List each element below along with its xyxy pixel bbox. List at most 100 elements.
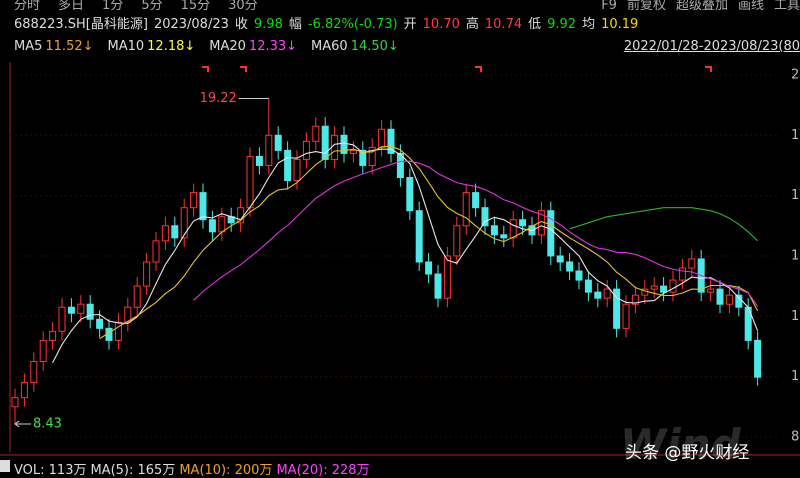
candle-body — [39, 339, 47, 363]
legend-value: 12.33↓ — [248, 39, 298, 54]
legend-name: MA60 — [311, 39, 348, 54]
candle-body — [171, 225, 179, 239]
candle-body — [490, 225, 498, 236]
candle-body — [152, 240, 160, 263]
menu-item: 多日 — [58, 0, 85, 13]
quote-field: 10.19 — [601, 17, 639, 32]
legend-name: MA20 — [209, 39, 246, 54]
candle-body — [754, 339, 762, 378]
candle-body — [359, 149, 367, 166]
y-tick-label: 1 — [791, 248, 799, 263]
menu-item: 工具 — [773, 0, 800, 13]
candle-body — [556, 255, 564, 263]
candle-body — [566, 261, 574, 272]
quote-field: 688223.SH[晶科能源] — [14, 17, 148, 32]
candle-body — [30, 361, 38, 384]
candle-body — [349, 149, 357, 154]
candle-body — [575, 270, 583, 281]
y-tick-label: 2 — [791, 67, 799, 82]
candle-body — [584, 279, 592, 293]
candle-body — [650, 285, 658, 290]
menu-item: 1分 — [102, 0, 124, 13]
candle-body — [678, 267, 686, 281]
volume-field: MA(20): 228万 — [276, 463, 370, 478]
candle-body — [302, 140, 310, 160]
y-tick-label: 1 — [791, 369, 799, 384]
candle-body — [434, 273, 442, 299]
y-tick-label: 1 — [791, 128, 799, 143]
ma-line — [52, 142, 759, 363]
volume-field: MA(10): 200万 — [179, 463, 273, 478]
candle-body — [519, 219, 527, 227]
legend-value: 14.50↓ — [350, 39, 399, 54]
legend-value: 11.52↓ — [45, 39, 94, 54]
candle-body — [725, 294, 733, 305]
ma-line — [99, 145, 759, 340]
watermark: 头条 @野火财经 — [625, 443, 750, 463]
watermark-brand: Wind — [620, 420, 741, 469]
quote-field: 10.70 — [422, 17, 460, 32]
candle-body — [472, 192, 480, 209]
y-tick-label: 1 — [791, 188, 799, 203]
candle-body — [114, 321, 122, 341]
quote-row: 688223.SH[晶科能源] 2023/08/23 收 9.98 幅 -6.82%(-0… — [14, 13, 644, 32]
annotation-arrow — [14, 420, 31, 428]
candle-body — [660, 285, 668, 293]
quote-field: 2023/08/23 — [153, 17, 229, 32]
candle-body — [331, 134, 339, 160]
candle-body — [716, 288, 724, 305]
candle-body — [622, 303, 630, 329]
menu-item: 前复权 — [626, 0, 666, 13]
candle-body — [284, 149, 292, 182]
quote-field: 10.74 — [484, 17, 523, 32]
candle-body — [669, 279, 677, 293]
candle-body — [707, 288, 715, 293]
candle-body — [190, 192, 198, 209]
ma-line — [569, 207, 758, 242]
candle-body — [631, 294, 639, 305]
date-range: 2022/01/28-2023/08/23(80 — [623, 39, 800, 54]
candle-body — [368, 146, 376, 166]
quote-field: 低 — [528, 17, 542, 32]
quote-field: 高 — [465, 17, 479, 32]
candle-body — [415, 210, 423, 263]
candle-body — [509, 219, 517, 239]
candle-body — [443, 255, 451, 299]
y-tick-label: 8 — [791, 429, 799, 444]
y-tick-label: 1 — [791, 309, 799, 324]
candle-body — [425, 261, 433, 275]
tool-menu: F9 前复权 超级叠加 画线 工具 — [591, 0, 800, 13]
candle-body — [396, 152, 404, 179]
candle-body — [688, 258, 696, 269]
candle-body — [453, 225, 461, 257]
candle-body — [321, 125, 329, 160]
vol-icon — [0, 460, 10, 472]
candle-body — [58, 306, 66, 332]
candle-body — [49, 330, 57, 341]
candle-body — [378, 128, 386, 148]
candle-body — [462, 192, 470, 227]
candle-body — [20, 382, 28, 399]
candle-body — [161, 225, 169, 242]
menu-item: 5分 — [141, 0, 163, 13]
candle-body — [312, 125, 320, 142]
quote-field: 9.92 — [547, 17, 577, 32]
candle-body — [594, 291, 602, 299]
quote-field: 均 — [582, 17, 596, 32]
event-markers — [202, 66, 712, 72]
candle-body — [77, 303, 85, 314]
menu-item: 超级叠加 — [675, 0, 728, 13]
candle-body — [293, 158, 301, 182]
candle-body — [67, 306, 75, 314]
candle-body — [255, 155, 263, 166]
candle-body — [406, 177, 414, 212]
candle-body — [603, 288, 611, 299]
quote-field: -6.82%(-0.73) — [307, 17, 398, 32]
candle-body — [86, 303, 94, 320]
candle-body — [96, 318, 104, 329]
annotation: 19.22 — [200, 91, 237, 106]
quote-field: 9.98 — [253, 17, 283, 32]
candle-body — [208, 219, 216, 233]
annotation: 8.43 — [33, 416, 62, 431]
